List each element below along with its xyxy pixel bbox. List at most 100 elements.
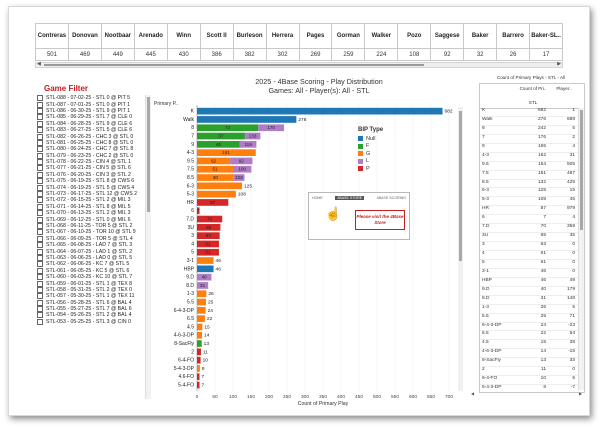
checkbox[interactable] [37,210,43,217]
checkbox[interactable] [37,216,43,223]
table-row[interactable]: 7.5 151 487 [480,171,584,180]
store-banner[interactable]: HOME 4BASE STORE 4BASE SCORING ☝ Please … [308,192,410,240]
checkbox[interactable] [37,286,43,293]
game-filter-item[interactable]: STL-055 - 05-27-25 - STL 7 @ BAL 6 [37,306,145,313]
game-filter-item[interactable]: STL-073 - 06-17-25 - STL 12 @ CWS 2 [37,191,145,198]
table-row[interactable]: 8-SacFly 13 33 [480,358,584,368]
table-row[interactable]: 3 63 0 [480,242,584,251]
table-row[interactable]: Walk 276 689 [480,117,584,126]
table-row[interactable]: 3U 65 35 [480,233,584,243]
game-filter-item[interactable]: STL-053 - 05-25-25 - STL 3 @ CIN 0 [37,318,145,325]
player-name-cell[interactable]: Scott II [199,23,234,49]
checkbox[interactable] [37,242,43,249]
game-filter-item[interactable]: STL-069 - 06-12-25 - STL 0 @ MIL 6 [37,216,145,223]
right-table-scrollbar[interactable] [578,108,584,390]
checkbox[interactable] [37,248,43,255]
table-row[interactable]: 8 242 5 [480,126,584,135]
player-name-cell[interactable]: Baker [463,23,498,49]
game-filter-item[interactable]: STL-083 - 06-27-25 - STL 5 @ CLE 6 [37,127,145,134]
checkbox[interactable] [37,184,43,191]
table-row[interactable]: HBP 46 49 [480,278,584,287]
scrollbar-thumb[interactable] [44,64,424,66]
table-row[interactable]: 8.D 31 148 [480,296,584,305]
table-row[interactable]: 4 61 0 [480,251,584,260]
visit-store-button[interactable]: Please visit the 4Base Store [355,210,405,230]
table-row[interactable]: 6 7 4 [480,215,584,225]
table-row[interactable]: 2 11 0 [480,367,584,377]
game-filter-item[interactable]: STL-060 - 06-03-25 - KC 10 @ STL 7 [37,274,145,281]
nav-store-link[interactable]: 4BASE STORE [335,196,365,200]
player-name-cell[interactable]: Gorman [331,23,366,49]
game-filter-item[interactable]: STL-062 - 06-06-25 - KC 7 @ STL 5 [37,261,145,268]
checkbox[interactable] [37,139,43,146]
checkbox[interactable] [37,114,43,121]
table-row[interactable]: 9.D 40 179 [480,287,584,296]
checkbox[interactable] [37,299,43,306]
checkbox[interactable] [37,197,43,204]
nav-scoring-link[interactable]: 4BASE SCORING [376,196,406,200]
player-name-cell[interactable]: Baker-SL.. [529,23,563,49]
game-filter-item[interactable]: STL-082 - 06-26-25 - CHC 3 @ STL 0 [37,133,145,140]
scrollbar-thumb[interactable] [580,110,583,230]
game-filter-item[interactable]: STL-086 - 06-30-25 - STL 9 @ PIT 1 [37,107,145,114]
checkbox[interactable] [37,229,43,236]
scrollbar-thumb[interactable] [147,97,150,212]
checkbox[interactable] [37,159,43,166]
player-name-cell[interactable]: Burleson [232,23,267,49]
table-row[interactable]: K 682 1 [480,108,584,117]
checkbox[interactable] [37,127,43,134]
table-row[interactable]: 9.5 154 505 [480,162,584,171]
checkbox[interactable] [37,306,43,313]
checkbox[interactable] [37,235,43,242]
checkbox[interactable] [37,261,43,268]
table-row[interactable]: 6-4-FO 10 6 [480,376,584,386]
legend-item[interactable]: P [358,165,383,173]
table-row[interactable]: 6.5 22 54 [480,331,584,341]
game-filter-item[interactable]: STL-071 - 06-14-25 - STL 8 @ MIL 5 [37,203,145,210]
table-row[interactable]: 6-4-3-DP 24 -23 [480,323,584,332]
checkbox[interactable] [37,101,43,108]
table-row[interactable]: 4-3 162 31 [480,153,584,162]
legend-item[interactable]: G [358,150,383,158]
game-filter-item[interactable]: STL-087 - 07-01-25 - STL 0 @ PIT 1 [37,101,145,108]
column-header-count[interactable]: Count of Pri.. [519,86,547,91]
player-name-cell[interactable]: Pozo [397,23,432,49]
game-filter-item[interactable]: STL-057 - 05-30-25 - STL 1 @ TEX 11 [37,293,145,300]
checkbox[interactable] [37,107,43,114]
nav-home-link[interactable]: HOME [312,196,323,200]
game-filter-item[interactable]: STL-072 - 06-15-25 - STL 2 @ MIL 3 [37,197,145,204]
game-filter-item[interactable]: STL-075 - 06-19-25 - STL 8 @ CWS 6 [37,178,145,185]
player-name-cell[interactable]: Arenado [133,23,168,49]
checkbox[interactable] [37,95,43,102]
player-name-cell[interactable]: Contreras [35,23,69,49]
game-filter-item[interactable]: STL-084 - 06-28-25 - STL 9 @ CLE 6 [37,120,145,127]
checkbox[interactable] [37,203,43,210]
game-filter-item[interactable]: STL-059 - 06-01-25 - STL 1 @ TEX 8 [37,280,145,287]
game-filter-item[interactable]: STL-061 - 06-05-25 - KC 5 @ STL 6 [37,267,145,274]
table-row[interactable]: 8.5 132 425 [480,180,584,189]
game-filter-item[interactable]: STL-065 - 06-08-25 - LAD 7 @ STL 3 [37,242,145,249]
table-row[interactable]: 5-3 108 45 [480,197,584,207]
game-filter-item[interactable]: STL-070 - 06-13-25 - STL 2 @ MIL 3 [37,210,145,217]
game-filter-item[interactable]: STL-054 - 05-26-25 - STL 2 @ BAL 4 [37,312,145,319]
player-name-cell[interactable]: Nootbaar [100,23,135,49]
checkbox[interactable] [37,267,43,274]
legend-item[interactable]: Null [358,135,383,143]
player-name-cell[interactable]: Herrera [265,23,300,49]
game-filter-item[interactable]: STL-058 - 05-31-25 - STL 2 @ TEX 0 [37,286,145,293]
scroll-left-icon[interactable]: ◀ [471,391,475,396]
player-name-cell[interactable]: Barrero [496,23,531,49]
checkbox[interactable] [37,293,43,300]
table-row[interactable]: 5 61 0 [480,260,584,269]
checkbox[interactable] [37,223,43,229]
game-filter-item[interactable]: STL-074 - 06-19-25 - STL 5 @ CWS 4 [37,184,145,191]
scroll-left-icon[interactable]: ◀ [37,61,41,67]
scroll-right-icon[interactable]: ▶ [579,391,583,396]
game-filter-item[interactable]: STL-085 - 06-29-25 - STL 7 @ CLE 0 [37,114,145,121]
table-row[interactable]: 3-1 46 0 [480,269,584,278]
table-row[interactable]: 6-3 125 15 [480,188,584,198]
game-filter-item[interactable]: STL-088 - 07-02-25 - STL 0 @ PIT 5 [37,95,145,102]
table-row[interactable]: 4-6-3-DP 14 -15 [480,349,584,359]
checkbox[interactable] [37,274,43,281]
filter-scrollbar[interactable] [145,95,151,399]
